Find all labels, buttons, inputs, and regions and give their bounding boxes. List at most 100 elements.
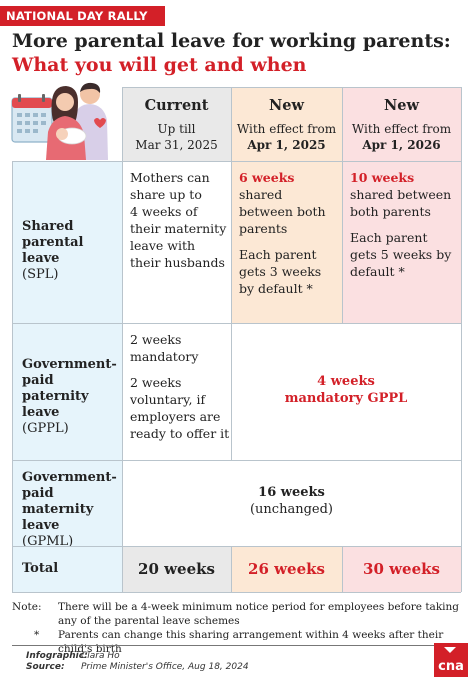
grid-line: [12, 460, 461, 461]
total-new-2025-cell: 26 weeks: [231, 546, 342, 592]
highlight-value: 10 weeks: [350, 170, 415, 185]
credit-source: Source: Prime Minister's Office, Aug 18, …: [26, 662, 249, 672]
text-line: 2 weeks: [130, 332, 182, 347]
row-label-total: Total: [12, 546, 122, 592]
column-sub-line: With effect from: [351, 122, 452, 136]
column-subtitle: With effect from Apr 1, 2026: [342, 121, 461, 153]
gpml-value-text: 16 weeks (unchanged): [122, 484, 461, 518]
grid-line: [12, 323, 461, 324]
grid-line: [122, 87, 123, 592]
text-line: shared between: [350, 187, 452, 202]
text-line: parents: [239, 221, 288, 236]
label-line: Government-: [22, 470, 117, 485]
gpml-value-cell: 16 weeks (unchanged): [122, 460, 461, 546]
text-line: leave with: [130, 238, 196, 253]
text-line: Mothers can: [130, 170, 210, 185]
text-line: between both: [239, 204, 326, 219]
text-line: shared: [239, 187, 283, 202]
row-label-text: Government- paid paternity leave (GPPL): [22, 357, 122, 437]
note-text: Parents can change this sharing arrangem…: [58, 629, 444, 655]
credit-value: Prime Minister's Office, Aug 18, 2024: [81, 662, 249, 672]
spl-current-text: Mothers can share up to 4 weeks of their…: [130, 169, 226, 271]
text-line: gets 3 weeks: [239, 264, 322, 279]
total-value: 30 weeks: [363, 560, 440, 578]
column-subtitle: Up till Mar 31, 2025: [122, 121, 231, 153]
page-title: More parental leave for working parents:: [12, 30, 451, 52]
heart-icon: [94, 118, 106, 128]
text-line: ready to offer it: [130, 426, 230, 441]
grid-line: [12, 592, 461, 593]
baby-figure: [56, 127, 87, 145]
text-line: Each parent: [350, 230, 428, 245]
row-label-text: Total: [22, 561, 59, 576]
column-title: New: [384, 97, 419, 114]
grid-line: [342, 546, 343, 592]
grid-line: [461, 87, 462, 592]
label-line: leave: [22, 518, 60, 533]
column-date: Apr 1, 2025: [247, 138, 326, 152]
label-abbr: (SPL): [22, 267, 59, 282]
text-line: voluntary, if: [130, 392, 206, 407]
gppl-new-cell: 4 weeks mandatory GPPL: [231, 323, 461, 460]
text-line: Each parent: [239, 247, 317, 262]
text-line: 4 weeks: [317, 374, 375, 389]
text-line: 4 weeks of: [130, 204, 198, 219]
gppl-new-text: 4 weeks mandatory GPPL: [231, 373, 461, 407]
gppl-current-text: 2 weeks mandatory 2 weeks voluntary, if …: [130, 331, 229, 442]
spl-current-cell: Mothers can share up to 4 weeks of their…: [122, 161, 231, 323]
family-illustration: [11, 82, 108, 160]
calendar-icon: [11, 94, 53, 143]
note-star: *: [34, 629, 40, 641]
text-line: employers are: [130, 409, 221, 424]
label-line: Government-: [22, 357, 117, 372]
text-line: by default *: [239, 281, 313, 296]
spl-new-2025-cell: 6 weeks shared between both parents Each…: [231, 161, 342, 323]
column-header-current: Current Up till Mar 31, 2025: [122, 87, 231, 161]
spl-new-2025-text: 6 weeks shared between both parents Each…: [239, 169, 326, 297]
text-line: gets 5 weeks by: [350, 247, 452, 262]
column-sub-line: With effect from: [236, 122, 337, 136]
note-text: There will be a 4-week minimum notice pe…: [58, 601, 460, 627]
total-value: 26 weeks: [248, 560, 325, 578]
label-abbr: (GPML): [22, 534, 74, 549]
text-line: both parents: [350, 204, 431, 219]
rally-tag: NATIONAL DAY RALLY 2024: [0, 6, 165, 43]
grid-line: [12, 161, 13, 592]
text-line: 16 weeks: [258, 485, 325, 500]
divider: [12, 645, 437, 646]
label-line: paid paternity: [22, 373, 89, 404]
column-header-new-2025: New With effect from Apr 1, 2025: [231, 87, 342, 161]
note-key: Note:: [12, 601, 42, 613]
row-label-spl: Shared parental leave (SPL): [12, 161, 122, 323]
grid-line: [12, 546, 461, 547]
row-label-text: Government- paid maternity leave (GPML): [22, 470, 122, 550]
grid-line: [231, 546, 232, 592]
credit-label: Source:: [26, 662, 65, 672]
credit-label: Infographic:: [26, 651, 88, 661]
spl-new-2026-cell: 10 weeks shared between both parents Eac…: [342, 161, 461, 323]
text-line: their maternity: [130, 221, 227, 236]
label-line: leave: [22, 405, 60, 420]
text-line: mandatory: [130, 349, 199, 364]
column-subtitle: With effect from Apr 1, 2025: [231, 121, 342, 153]
row-label-gpml: Government- paid maternity leave (GPML): [12, 460, 122, 549]
column-header-new-2026: New With effect from Apr 1, 2026: [342, 87, 461, 161]
gppl-current-cell: 2 weeks mandatory 2 weeks voluntary, if …: [122, 323, 231, 460]
column-title: Current: [144, 97, 209, 114]
total-current-cell: 20 weeks: [122, 546, 231, 592]
cna-logo: cna: [434, 643, 468, 677]
total-value: 20 weeks: [138, 560, 215, 578]
credit-value: Clara Ho: [81, 651, 120, 661]
column-sub-line: Mar 31, 2025: [135, 138, 218, 152]
text-line: share up to: [130, 187, 202, 202]
text-line: their husbands: [130, 255, 225, 270]
column-sub-line: Up till: [157, 122, 196, 136]
text-line: 2 weeks: [130, 375, 182, 390]
label-abbr: (GPPL): [22, 421, 69, 436]
row-label-text: Shared parental leave (SPL): [22, 219, 122, 283]
label-line: parental leave: [22, 235, 84, 266]
column-title: New: [269, 97, 304, 114]
label-line: Shared: [22, 219, 74, 234]
grid-line: [122, 87, 461, 88]
credit-infographic: Infographic:Clara Ho: [26, 651, 120, 661]
